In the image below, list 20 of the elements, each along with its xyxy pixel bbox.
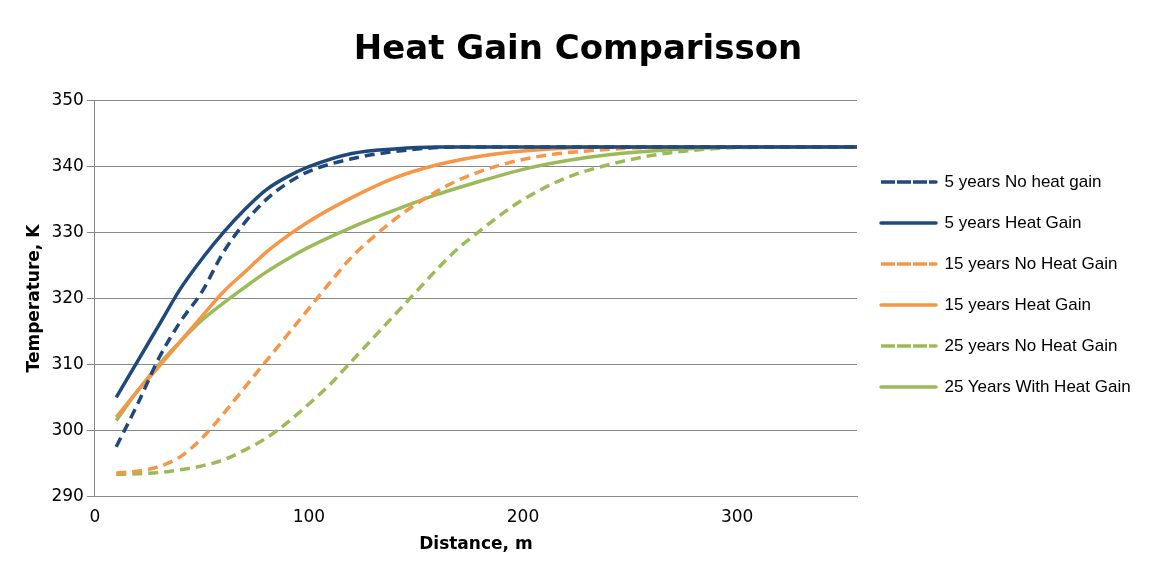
y-tick-label: 290 bbox=[51, 484, 84, 505]
x-tick-label: 0 bbox=[89, 505, 101, 526]
x-tick-label: 300 bbox=[720, 505, 754, 526]
chart-title: Heat Gain Comparisson bbox=[353, 27, 803, 68]
y-tick-label: 350 bbox=[51, 89, 84, 110]
x-tick-label: 200 bbox=[506, 505, 540, 526]
legend-label: 15 years Heat Gain bbox=[944, 294, 1091, 314]
y-tick-label: 330 bbox=[51, 221, 84, 242]
legend-label: 25 Years With Heat Gain bbox=[944, 376, 1131, 396]
legend-label: 15 years No Heat Gain bbox=[944, 253, 1118, 273]
y-tick-label: 320 bbox=[51, 286, 84, 307]
legend-label: 5 years No heat gain bbox=[944, 171, 1102, 191]
x-tick-label: 100 bbox=[292, 505, 326, 526]
legend-label: 25 years No Heat Gain bbox=[944, 335, 1118, 355]
legend-label: 5 years Heat Gain bbox=[944, 212, 1082, 232]
x-axis-title: Distance, m bbox=[419, 533, 533, 554]
y-tick-label: 310 bbox=[51, 352, 84, 373]
y-tick-label: 300 bbox=[51, 418, 84, 439]
y-tick-label: 340 bbox=[51, 155, 84, 176]
y-axis-title: Temperature, K bbox=[22, 223, 43, 373]
